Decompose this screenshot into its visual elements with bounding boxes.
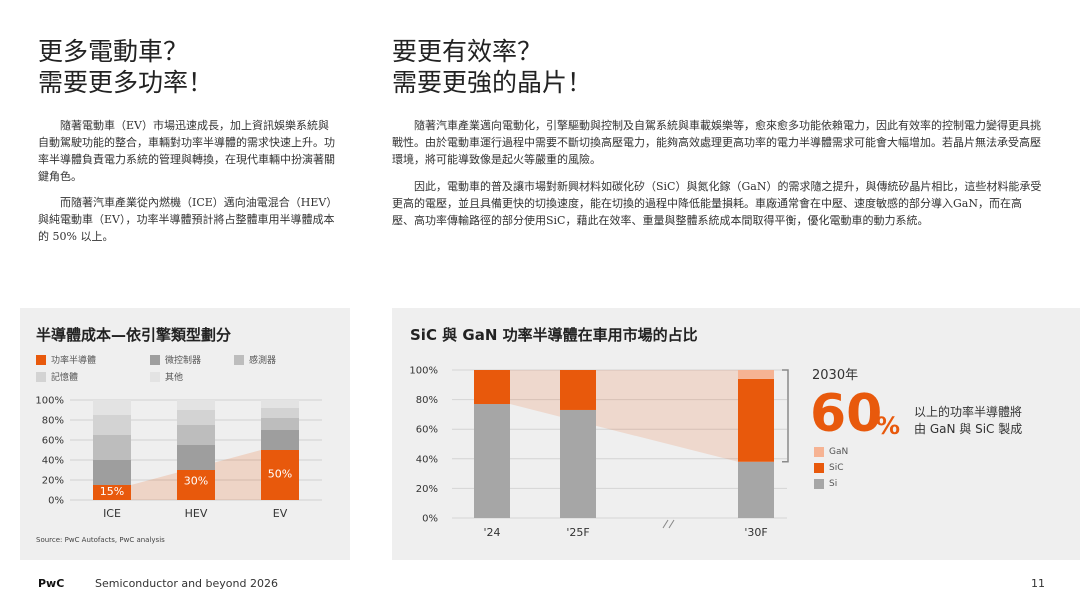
- bar-segment: [177, 410, 215, 425]
- legend-item-memory: 記憶體: [36, 370, 78, 383]
- y-tick-label: 20%: [42, 476, 64, 487]
- right-stacked-bar-chart: 0% 20% 40% 60% 80% 100% '24 '25F '30F: [409, 366, 789, 539]
- legend-swatch: [36, 354, 46, 365]
- right-paragraph-1: 隨著汽車產業邁向電動化，引擎驅動與控制及自駕系統與車載娛樂等，愈來愈多功能依賴電…: [392, 119, 1041, 166]
- legend-label: GaN: [829, 447, 849, 457]
- legend-item-mcu: 微控制器: [150, 353, 201, 366]
- x-category-label: ICE: [103, 507, 121, 520]
- right-paragraph-2: 因此，電動車的普及讓市場對新興材料如碳化矽（SiC）與氮化鎵（GaN）的需求隨之…: [392, 180, 1042, 227]
- bar-segment: [93, 485, 131, 500]
- bar-segment: [261, 418, 299, 430]
- legend-label: SiC: [829, 463, 844, 473]
- bar-segment: [177, 445, 215, 470]
- y-tick-label: 0%: [422, 514, 438, 525]
- bar-value-label: 30%: [184, 475, 208, 488]
- left-paragraph-2: 而隨著汽車產業從內燃機（ICE）邁向油電混合（HEV）與純電動車（EV），功率半…: [38, 196, 338, 243]
- bar-value-label: 50%: [268, 468, 292, 481]
- legend-item-power: 功率半導體: [36, 353, 96, 366]
- x-category-label: HEV: [185, 507, 208, 520]
- bar-segment: [560, 409, 596, 518]
- bar-segment: [738, 378, 774, 462]
- bar-segment: [177, 425, 215, 445]
- bar-segment: [261, 450, 299, 500]
- bar-segment: [93, 415, 131, 435]
- y-tick-label: 20%: [416, 484, 438, 495]
- bar-segment: [261, 430, 299, 450]
- legend-label: 記憶體: [51, 373, 79, 383]
- bar-segment: [474, 404, 510, 518]
- bar-value-label: 15%: [100, 485, 124, 498]
- legend-label: 感測器: [249, 356, 277, 366]
- footer-text: Semiconductor and beyond 2026: [95, 577, 278, 590]
- bar-segment: [560, 370, 596, 410]
- legend-item-gan: GaN: [814, 447, 848, 457]
- legend-swatch: [814, 463, 824, 473]
- right-chart-title: SiC 與 GaN 功率半導體在車用市場的占比: [410, 326, 698, 344]
- y-tick-label: 60%: [42, 436, 64, 447]
- footer-brand: PwC: [38, 577, 65, 590]
- bar-segment: [261, 408, 299, 418]
- x-category-label: '25F: [566, 526, 589, 539]
- right-chart-panel: SiC 與 GaN 功率半導體在車用市場的占比 0% 20% 40% 60% 80% 10…: [392, 308, 1080, 560]
- y-tick-label: 0%: [48, 496, 64, 507]
- y-tick-label: 60%: [416, 425, 438, 436]
- left-heading: 更多電動車？ 需要更多功率！: [38, 37, 214, 97]
- legend-label: 功率半導體: [51, 356, 97, 366]
- callout-value: 60: [810, 384, 883, 444]
- legend-swatch: [814, 479, 824, 489]
- footer-page-number: 11: [1031, 577, 1045, 590]
- y-tick-label: 80%: [42, 416, 64, 427]
- legend-swatch: [150, 354, 160, 365]
- legend-item-other: 其他: [150, 370, 183, 383]
- legend-label: 微控制器: [165, 356, 202, 366]
- legend-item-sensor: 感測器: [234, 353, 276, 366]
- bar-segment: [93, 460, 131, 485]
- y-tick-label: 100%: [409, 366, 438, 377]
- y-tick-label: 40%: [42, 456, 64, 467]
- bar-segment: [93, 400, 131, 415]
- left-paragraph-1: 隨著電動車（EV）市場迅速成長，加上資訊娛樂系統與自動駕駛功能的整合，車輛對功率…: [38, 119, 335, 183]
- legend-swatch: [36, 371, 46, 382]
- left-chart-panel: 半導體成本—依引擎類型劃分 功率半導體 微控制器 感測器 記憶體 其他 0% 20…: [20, 308, 350, 560]
- bar-segment: [261, 400, 299, 408]
- bar-segment: [738, 370, 774, 379]
- bar-segment: [177, 400, 215, 410]
- trend-band: [510, 370, 738, 462]
- left-stacked-bar-chart: 0% 20% 40% 60% 80% 100% ICE HEV EV 15% 30% 50%: [35, 396, 322, 520]
- x-category-label: '30F: [744, 526, 767, 539]
- x-category-label: EV: [273, 507, 288, 520]
- right-heading: 要更有效率？ 需要更強的晶片！: [392, 37, 593, 97]
- bar-segment: [738, 461, 774, 518]
- y-tick-label: 80%: [416, 395, 438, 406]
- legend-swatch: [234, 354, 244, 365]
- callout-description: 以上的功率半導體將 由 GaN 與 SiC 製成: [914, 405, 1023, 436]
- chart-source: Source: PwC Autofacts, PwC analysis: [36, 536, 165, 544]
- axis-break-mark: [662, 519, 669, 529]
- legend-label: Si: [829, 479, 838, 489]
- bar-segment: [474, 370, 510, 405]
- y-tick-label: 40%: [416, 454, 438, 465]
- callout-unit: %: [876, 412, 901, 440]
- y-tick-label: 100%: [35, 396, 64, 407]
- legend-swatch: [150, 371, 160, 382]
- callout-bracket: [782, 369, 789, 463]
- x-category-label: '24: [483, 526, 500, 539]
- legend-label: 其他: [165, 373, 184, 383]
- callout-year: 2030年: [812, 368, 859, 383]
- legend-swatch: [814, 447, 824, 457]
- bar-segment: [93, 435, 131, 460]
- bar-segment: [177, 470, 215, 500]
- legend-item-sic: SiC: [814, 463, 844, 473]
- axis-break-mark: [668, 519, 675, 529]
- left-chart-title: 半導體成本—依引擎類型劃分: [36, 326, 232, 344]
- legend-item-si: Si: [814, 479, 837, 489]
